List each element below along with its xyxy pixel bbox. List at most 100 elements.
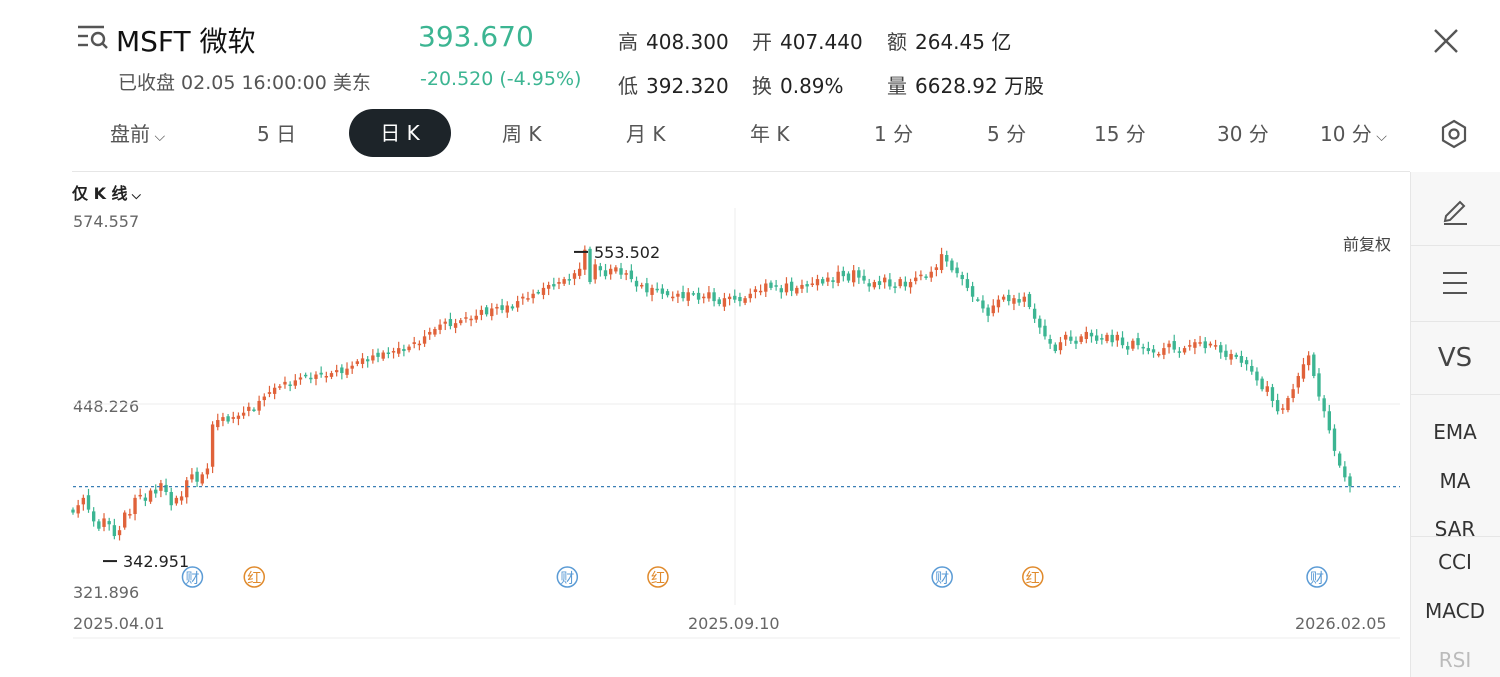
tab-weekly-k[interactable]: 周 K bbox=[502, 122, 542, 146]
tab-monthly-k[interactable]: 月 K bbox=[626, 122, 666, 146]
sidebar-rsi[interactable]: RSI bbox=[1438, 648, 1472, 672]
tab-premarket[interactable]: 盘前 ⌵ bbox=[110, 122, 166, 146]
candle bbox=[1022, 296, 1026, 302]
candle bbox=[303, 374, 308, 377]
adjust-mode[interactable]: 前复权 bbox=[1343, 235, 1392, 254]
candle bbox=[1157, 353, 1161, 356]
earnings-marker-icon bbox=[1306, 566, 1328, 588]
candle bbox=[205, 468, 210, 475]
close-icon[interactable] bbox=[1430, 25, 1462, 57]
candle bbox=[1043, 325, 1047, 337]
candle bbox=[779, 288, 783, 293]
candle bbox=[81, 497, 86, 505]
candle bbox=[836, 271, 840, 283]
candle bbox=[991, 305, 995, 314]
candle bbox=[1089, 332, 1094, 337]
y-axis-min: 321.896 bbox=[73, 583, 140, 602]
candle bbox=[334, 370, 339, 373]
candle bbox=[707, 292, 711, 299]
candle bbox=[1177, 351, 1182, 353]
candle bbox=[1079, 336, 1083, 342]
candle bbox=[629, 270, 634, 280]
candle bbox=[593, 264, 597, 280]
event-marker-label: 财 bbox=[935, 571, 949, 587]
candle bbox=[314, 374, 318, 379]
stat-turnover-amount: 额 264.45 亿 bbox=[887, 30, 1012, 54]
candle bbox=[448, 319, 453, 327]
list-search-icon[interactable] bbox=[74, 22, 110, 52]
pencil-icon[interactable] bbox=[1440, 194, 1470, 226]
candle bbox=[1281, 408, 1285, 410]
candle bbox=[397, 348, 401, 354]
tab-yearly-k[interactable]: 年 K bbox=[750, 122, 790, 146]
sidebar-vs[interactable]: VS bbox=[1437, 343, 1473, 373]
candle bbox=[655, 288, 659, 291]
candle bbox=[469, 318, 473, 321]
candle bbox=[996, 299, 1001, 308]
candle bbox=[1182, 348, 1187, 353]
tab-15min[interactable]: 15 分 bbox=[1094, 122, 1146, 146]
candle bbox=[748, 293, 752, 299]
candle bbox=[1312, 354, 1316, 376]
candle bbox=[459, 320, 463, 324]
candle bbox=[614, 267, 618, 272]
candle bbox=[929, 271, 933, 278]
candle bbox=[1193, 342, 1197, 348]
tab-5min[interactable]: 5 分 bbox=[987, 122, 1027, 146]
candle bbox=[1167, 343, 1171, 348]
candle bbox=[1069, 336, 1073, 341]
tab-10min[interactable]: 10 分 ⌵ bbox=[1320, 122, 1387, 146]
candle bbox=[174, 497, 179, 504]
candle bbox=[428, 331, 432, 335]
sidebar-ma[interactable]: MA bbox=[1439, 469, 1471, 493]
candle bbox=[634, 280, 639, 287]
price-change: -20.520 (-4.95%) bbox=[420, 68, 582, 90]
candle bbox=[138, 494, 142, 497]
menu-lines-icon[interactable] bbox=[1441, 270, 1469, 296]
candle bbox=[490, 308, 494, 317]
candle bbox=[965, 279, 970, 288]
candle bbox=[1317, 373, 1321, 397]
candle bbox=[1084, 331, 1089, 339]
current-price: 393.670 bbox=[418, 20, 534, 53]
candle bbox=[681, 292, 685, 299]
candle bbox=[970, 286, 975, 297]
candle bbox=[97, 521, 101, 529]
candle bbox=[371, 355, 375, 361]
candle bbox=[738, 296, 742, 302]
candle bbox=[1100, 338, 1104, 340]
sidebar-cci[interactable]: CCI bbox=[1438, 550, 1472, 574]
candle bbox=[577, 268, 582, 276]
candle bbox=[857, 270, 861, 278]
candle bbox=[1296, 375, 1300, 388]
candle bbox=[117, 530, 122, 536]
candle bbox=[671, 296, 675, 299]
candle bbox=[143, 497, 148, 501]
candle bbox=[877, 281, 882, 285]
candlestick-chart[interactable]: 553.502342.951财红财红财红财 bbox=[0, 0, 1410, 677]
dividend-marker-icon bbox=[647, 566, 669, 588]
candle bbox=[583, 249, 587, 270]
candle bbox=[417, 343, 422, 346]
chart-mode-dropdown[interactable]: 仅 K 线 ⌵ bbox=[72, 184, 141, 203]
sidebar-sar[interactable]: SAR bbox=[1434, 517, 1476, 541]
settings-hex-icon[interactable] bbox=[1438, 118, 1470, 150]
candle bbox=[298, 377, 303, 380]
candle bbox=[1213, 345, 1218, 347]
tab-30min[interactable]: 30 分 bbox=[1217, 122, 1269, 146]
candle bbox=[1151, 349, 1156, 353]
candle bbox=[603, 270, 608, 277]
candle bbox=[712, 292, 716, 302]
tab-1min[interactable]: 1 分 bbox=[874, 122, 914, 146]
candle bbox=[1332, 428, 1337, 451]
earnings-marker-icon bbox=[931, 566, 953, 588]
tab-daily-k[interactable]: 日 K bbox=[349, 109, 451, 157]
candle bbox=[914, 277, 918, 282]
tab-5day[interactable]: 5 日 bbox=[257, 122, 297, 146]
candle bbox=[691, 293, 696, 295]
sidebar-ema[interactable]: EMA bbox=[1433, 420, 1477, 444]
candle bbox=[743, 298, 747, 303]
candle bbox=[903, 281, 908, 287]
sidebar-macd[interactable]: MACD bbox=[1425, 599, 1485, 623]
candle bbox=[1007, 294, 1011, 302]
